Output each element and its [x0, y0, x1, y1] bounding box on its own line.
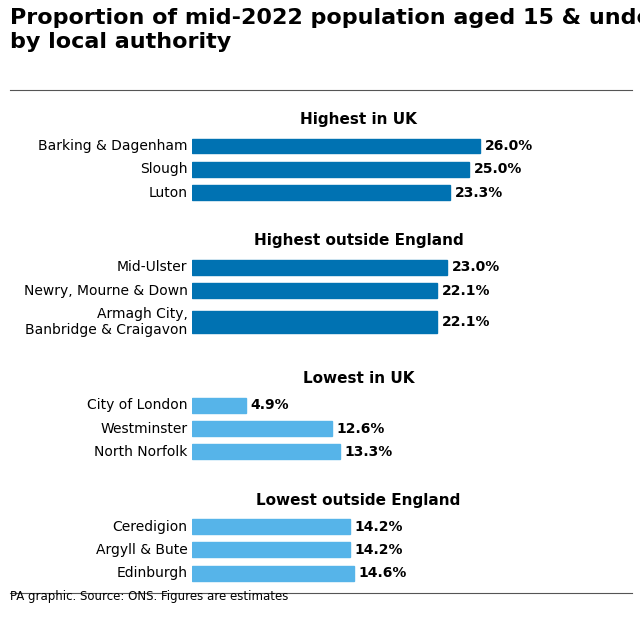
- Bar: [192, 311, 437, 333]
- Text: Barking & Dagenham: Barking & Dagenham: [38, 139, 188, 153]
- Bar: [192, 138, 481, 153]
- Text: 23.3%: 23.3%: [455, 186, 503, 199]
- Text: Lowest outside England: Lowest outside England: [256, 493, 461, 508]
- Text: Armagh City,
Banbridge & Craigavon: Armagh City, Banbridge & Craigavon: [26, 307, 188, 337]
- Text: Westminster: Westminster: [100, 422, 188, 435]
- Text: Luton: Luton: [148, 186, 188, 199]
- Text: 4.9%: 4.9%: [251, 398, 289, 412]
- Text: 14.2%: 14.2%: [354, 520, 403, 534]
- Text: 14.6%: 14.6%: [358, 566, 407, 580]
- Text: Highest outside England: Highest outside England: [253, 233, 463, 248]
- Text: 12.6%: 12.6%: [336, 422, 385, 435]
- Bar: [192, 421, 332, 436]
- Bar: [192, 398, 246, 413]
- Bar: [192, 260, 447, 275]
- Text: Newry, Mourne & Down: Newry, Mourne & Down: [24, 283, 188, 298]
- Text: Lowest in UK: Lowest in UK: [303, 371, 414, 386]
- Text: Highest in UK: Highest in UK: [300, 112, 417, 127]
- Text: Edinburgh: Edinburgh: [116, 566, 188, 580]
- Text: Mid-Ulster: Mid-Ulster: [117, 260, 188, 274]
- Text: PA graphic. Source: ONS. Figures are estimates: PA graphic. Source: ONS. Figures are est…: [10, 590, 289, 603]
- Bar: [192, 283, 437, 298]
- Bar: [192, 185, 451, 200]
- Text: 22.1%: 22.1%: [442, 283, 490, 298]
- Text: 22.1%: 22.1%: [442, 315, 490, 329]
- Text: 25.0%: 25.0%: [474, 162, 522, 176]
- Bar: [192, 566, 354, 581]
- Bar: [192, 519, 349, 534]
- Text: North Norfolk: North Norfolk: [94, 445, 188, 459]
- Text: 23.0%: 23.0%: [452, 260, 500, 274]
- Text: 13.3%: 13.3%: [344, 445, 392, 459]
- Text: Proportion of mid-2022 population aged 15 & under,
by local authority: Proportion of mid-2022 population aged 1…: [10, 8, 640, 52]
- Text: Argyll & Bute: Argyll & Bute: [96, 543, 188, 557]
- Bar: [192, 162, 469, 177]
- Text: Slough: Slough: [140, 162, 188, 176]
- Text: Ceredigion: Ceredigion: [113, 520, 188, 534]
- Text: 26.0%: 26.0%: [485, 139, 533, 153]
- Text: 14.2%: 14.2%: [354, 543, 403, 557]
- Bar: [192, 444, 340, 459]
- Text: City of London: City of London: [87, 398, 188, 412]
- Bar: [192, 543, 349, 558]
